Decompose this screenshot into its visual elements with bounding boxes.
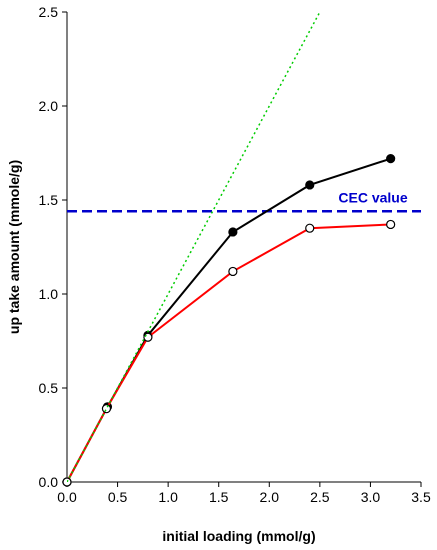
x-tick-label: 2.5 xyxy=(310,489,330,505)
series-0-point xyxy=(305,180,315,190)
series-1-point xyxy=(228,266,238,277)
x-tick-label: 3.0 xyxy=(361,489,381,505)
series-1-point xyxy=(101,404,112,414)
y-axis-title: up take amount (mmole/g) xyxy=(6,160,22,334)
y-tick-label: 2.5 xyxy=(39,4,59,20)
series-1-line xyxy=(66,223,391,483)
y-tick-label: 1.0 xyxy=(39,286,59,302)
x-tick-label: 2.0 xyxy=(260,489,280,505)
series-1-point xyxy=(305,223,315,233)
data-layer xyxy=(62,12,421,487)
series-0-point xyxy=(228,227,238,237)
x-tick-label: 0.0 xyxy=(57,489,77,505)
y-tick-label: 0.0 xyxy=(39,474,59,490)
x-tick-label: 1.5 xyxy=(209,489,229,505)
cec-reference-label: CEC value xyxy=(338,189,407,205)
x-tick-label: 3.5 xyxy=(411,489,431,505)
series-2-line xyxy=(67,12,321,482)
text-layer: 0.0 0.5 1.0 1.5 2.0 2.5 3.0 3.5 0.0 0.5 1.0 1.5 2.0 2… xyxy=(6,4,431,544)
x-tick-label: 0.5 xyxy=(108,489,128,505)
series-0-line xyxy=(66,157,391,483)
axes-layer xyxy=(62,11,422,487)
y-tick-label: 0.5 xyxy=(39,380,59,396)
x-axis-title: initial loading (mmol/g) xyxy=(162,528,315,544)
x-tick-label: 1.0 xyxy=(158,489,178,505)
series-1-point xyxy=(143,332,153,342)
series-1-point xyxy=(386,219,396,230)
y-tick-label: 2.0 xyxy=(39,98,59,114)
series-0-point xyxy=(386,154,396,164)
y-tick-label: 1.5 xyxy=(39,192,59,208)
